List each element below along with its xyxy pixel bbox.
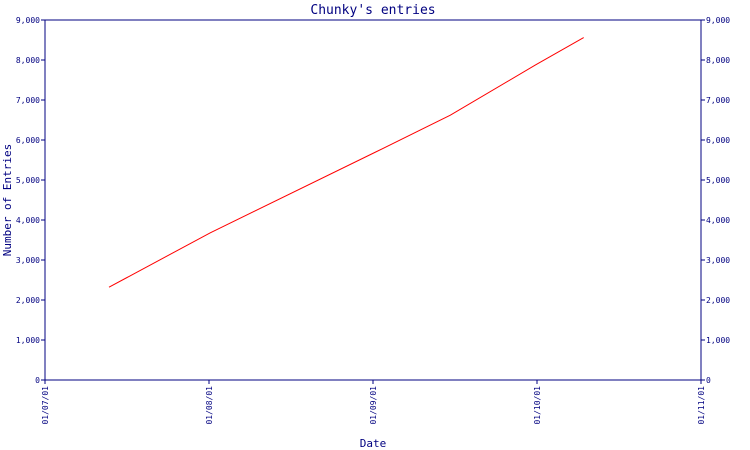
y-axis-right: 0 1,000 2,000 3,000 4,000 5,000 6,000 7,000 8,00… (701, 16, 730, 385)
series-line (108, 37, 584, 288)
x-tick-label: 01/11/01 (697, 386, 706, 425)
y-right-tick-label: 6,000 (706, 136, 730, 145)
y-tick-label: 7,000 (16, 96, 40, 105)
y-right-tick-label: 4,000 (706, 216, 730, 225)
y-axis-left: 0 1,000 2,000 3,000 4,000 5,000 6,000 7,000 8,00… (16, 16, 45, 385)
chart-title: Chunky's entries (310, 3, 435, 18)
x-tick-label: 01/09/01 (369, 386, 378, 425)
y-right-tick-label: 0 (706, 376, 711, 385)
x-tick-label: 01/10/01 (533, 386, 542, 425)
y-tick-label: 4,000 (16, 216, 40, 225)
x-tick-label: 01/07/01 (41, 386, 50, 425)
y-axis-label: Number of Entries (1, 144, 14, 257)
y-tick-label: 9,000 (16, 16, 40, 25)
y-tick-label: 2,000 (16, 296, 40, 305)
y-tick-label: 5,000 (16, 176, 40, 185)
y-tick-label: 8,000 (16, 56, 40, 65)
y-right-tick-label: 3,000 (706, 256, 730, 265)
y-right-tick-label: 5,000 (706, 176, 730, 185)
y-tick-label: 3,000 (16, 256, 40, 265)
y-right-tick-label: 8,000 (706, 56, 730, 65)
y-right-tick-label: 1,000 (706, 336, 730, 345)
x-axis: 01/07/01 01/08/01 01/09/01 01/10/01 01/11/01 (41, 380, 706, 425)
plot-frame (44, 19, 702, 381)
y-tick-label: 6,000 (16, 136, 40, 145)
x-tick-label: 01/08/01 (205, 386, 214, 425)
y-tick-label: 1,000 (16, 336, 40, 345)
y-right-tick-label: 9,000 (706, 16, 730, 25)
series-layer (108, 37, 584, 288)
y-right-tick-label: 2,000 (706, 296, 730, 305)
y-tick-label: 0 (35, 376, 40, 385)
x-axis-label: Date (360, 437, 387, 450)
y-right-tick-label: 7,000 (706, 96, 730, 105)
